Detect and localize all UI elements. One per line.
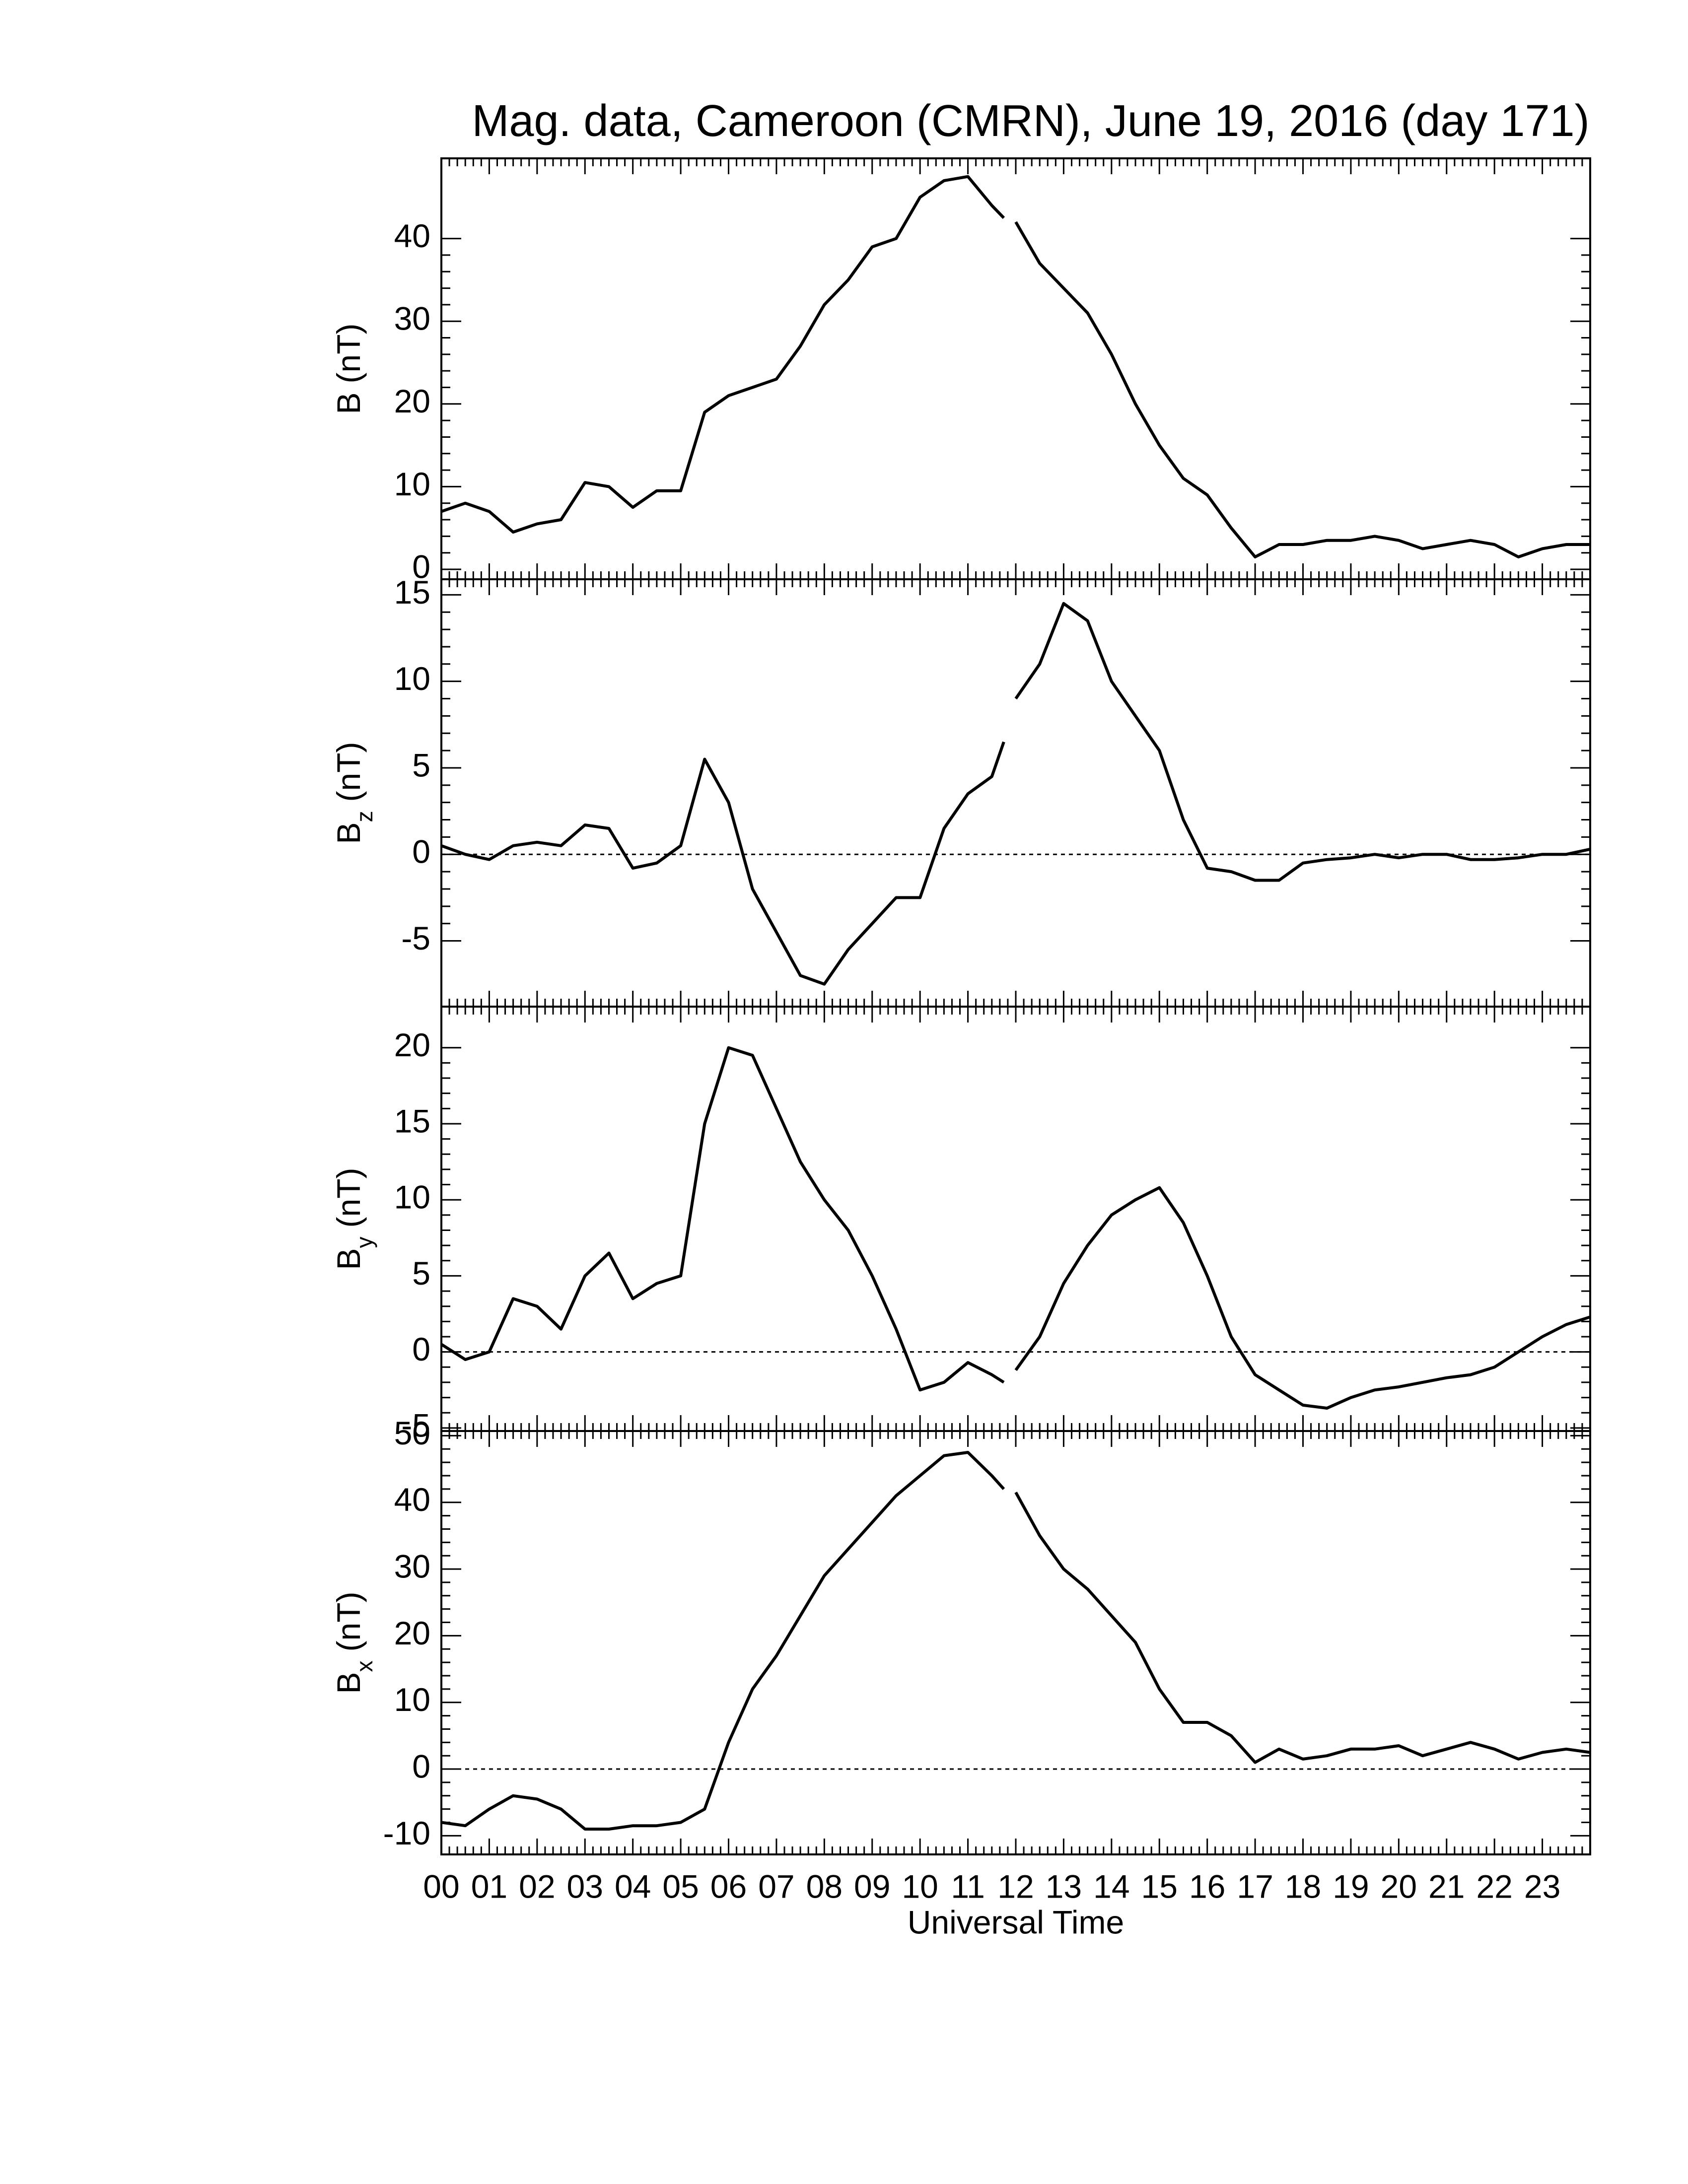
x-tick-label: 07 [758, 1868, 794, 1905]
x-tick-label: 00 [423, 1868, 459, 1905]
y-label-main: B [330, 392, 367, 414]
plot-frame [440, 578, 1591, 1008]
plot-frame [440, 1430, 1591, 1855]
y-tick-label: 0 [412, 548, 430, 585]
y-tick-label: 10 [394, 1681, 430, 1718]
data-line [441, 1451, 1591, 1831]
x-tick-label: 14 [1093, 1868, 1129, 1905]
y-tick-label: 40 [394, 217, 430, 254]
y-label-sub: z [352, 811, 377, 822]
y-label-main: B [330, 1248, 367, 1270]
x-tick-label: 23 [1524, 1868, 1560, 1905]
data-line [440, 602, 1591, 986]
y-axis-label: Bz (nT) [330, 742, 377, 844]
x-tick-label: 08 [806, 1868, 843, 1905]
x-tick-label: 10 [902, 1868, 938, 1905]
y-tick-label: 40 [394, 1481, 430, 1518]
x-tick-label: 17 [1237, 1868, 1273, 1905]
y-tick-label: 5 [412, 747, 430, 783]
x-tick-label: 19 [1333, 1868, 1369, 1905]
data-line [440, 1046, 1591, 1410]
chart-title: Mag. data, Cameroon (CMRN), June 19, 201… [472, 96, 1589, 146]
x-tick-label: 06 [710, 1868, 747, 1905]
plot-frame [440, 1006, 1591, 1432]
y-axis-label: By (nT) [330, 1167, 377, 1270]
y-label-sub: y [352, 1236, 377, 1248]
plot-frame [440, 157, 1591, 580]
x-tick-label: 05 [662, 1868, 699, 1905]
y-tick-label: 15 [394, 1102, 430, 1139]
y-tick-label: 10 [394, 466, 430, 502]
y-tick-label: 20 [394, 1026, 430, 1063]
x-tick-label: 22 [1476, 1868, 1512, 1905]
y-tick-label: -5 [401, 1407, 430, 1443]
x-tick-label: 21 [1428, 1868, 1465, 1905]
x-tick-label: 18 [1285, 1868, 1321, 1905]
y-tick-label: 20 [394, 383, 430, 419]
x-tick-label: 13 [1046, 1868, 1082, 1905]
x-tick-label: 03 [567, 1868, 603, 1905]
y-tick-label: 15 [394, 574, 430, 611]
y-tick-label: 50 [394, 1415, 430, 1451]
y-label-unit: (nT) [330, 323, 367, 383]
y-label-unit: (nT) [330, 1591, 367, 1651]
y-tick-label: 5 [412, 1255, 430, 1292]
x-tick-label: 15 [1141, 1868, 1178, 1905]
x-tick-label: 02 [519, 1868, 555, 1905]
x-tick-label: 20 [1381, 1868, 1417, 1905]
x-tick-label: 04 [615, 1868, 651, 1905]
data-line [441, 175, 1590, 558]
y-tick-label: -5 [401, 920, 430, 956]
y-tick-label: 10 [394, 1179, 430, 1216]
x-tick-label: 09 [854, 1868, 890, 1905]
x-tick-label: 11 [951, 1868, 985, 1905]
y-tick-label: -10 [383, 1815, 430, 1851]
y-label-unit: (nT) [330, 1167, 367, 1228]
y-tick-label: 30 [394, 300, 430, 337]
x-tick-label: 01 [471, 1868, 507, 1905]
y-tick-label: 20 [394, 1615, 430, 1651]
y-tick-label: 10 [394, 660, 430, 697]
y-tick-label: 0 [412, 1748, 430, 1784]
x-tick-label: 16 [1189, 1868, 1225, 1905]
y-tick-label: 0 [412, 833, 430, 870]
y-axis-label: B (nT) [330, 323, 367, 414]
y-label-main: B [330, 1672, 367, 1694]
x-tick-label: 12 [997, 1868, 1034, 1905]
y-axis-label: Bx (nT) [330, 1591, 377, 1694]
y-label-sub: x [352, 1660, 377, 1672]
y-tick-label: 0 [412, 1331, 430, 1367]
x-axis-label: Universal Time [908, 1904, 1124, 1940]
y-label-main: B [330, 822, 367, 844]
y-tick-label: 30 [394, 1548, 430, 1585]
y-label-unit: (nT) [330, 742, 367, 802]
